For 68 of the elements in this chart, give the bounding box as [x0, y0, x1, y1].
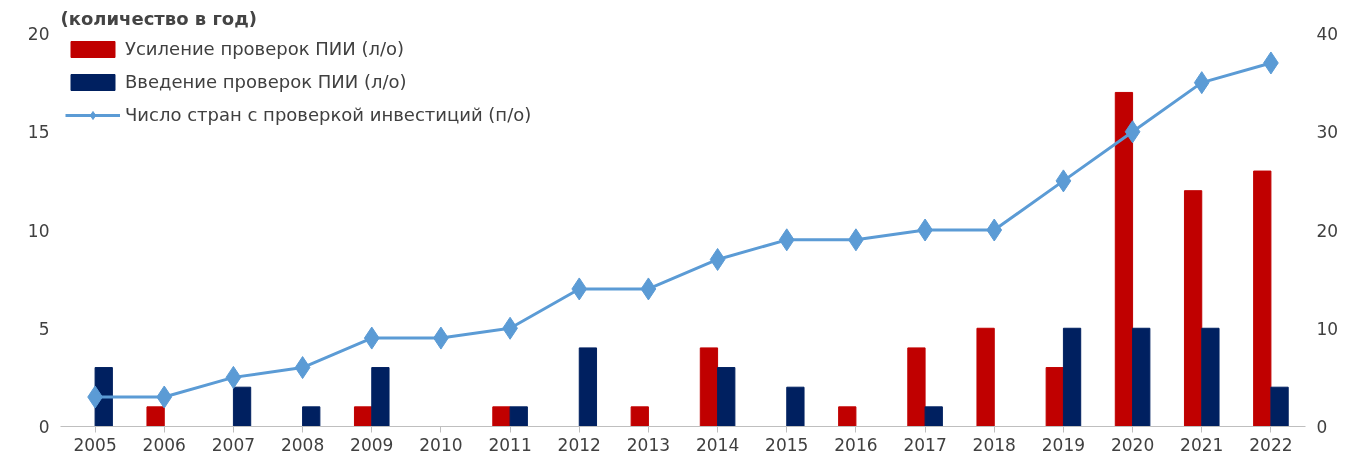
x-tick-label: 2020 — [1110, 434, 1155, 453]
y2-tick-label: 20 — [1316, 220, 1339, 241]
bar — [1114, 91, 1134, 427]
x-tick-label: 2017 — [903, 434, 947, 453]
bar — [699, 347, 719, 427]
point — [709, 247, 726, 271]
y2-tick-label: 30 — [1316, 122, 1339, 143]
x-tick-label: 2019 — [1041, 434, 1086, 453]
x-tick-label: 2010 — [419, 434, 463, 453]
bar — [302, 406, 321, 427]
point — [1193, 71, 1210, 95]
bar — [717, 367, 736, 427]
y-tick-label: 10 — [27, 220, 50, 241]
point — [294, 356, 311, 380]
x-tick-label: 2018 — [972, 434, 1016, 453]
bar — [924, 406, 943, 427]
legend-label: Введение проверок ПИИ (л/о) — [125, 71, 407, 92]
bar — [786, 386, 805, 427]
bar — [1270, 386, 1289, 427]
bar — [232, 386, 252, 427]
x-tick-label: 2006 — [142, 434, 186, 453]
y-tick-label: 15 — [27, 122, 50, 143]
legend-label: Усиление проверок ПИИ (л/о) — [125, 38, 405, 59]
x-tick-label: 2005 — [73, 434, 117, 453]
x-tick-label: 2012 — [557, 434, 601, 453]
point — [571, 277, 588, 301]
bar — [1253, 170, 1272, 427]
point — [986, 218, 1003, 242]
point — [1055, 169, 1072, 193]
bar — [1183, 190, 1203, 427]
bar — [907, 347, 926, 427]
x-tick-label: 2014 — [695, 434, 740, 453]
y-tick-label: 20 — [27, 24, 50, 44]
y2-tick-label: 10 — [1316, 318, 1339, 339]
x-tick-label: 2013 — [626, 434, 671, 453]
bar — [146, 406, 165, 427]
bar — [492, 406, 511, 427]
point — [1124, 120, 1141, 144]
bar — [1062, 327, 1082, 427]
legend-label: Число стран с проверкой инвестиций (п/о) — [125, 104, 532, 125]
x-tick-label: 2015 — [765, 434, 809, 453]
x-tick-label: 2016 — [834, 434, 878, 453]
bar — [353, 406, 373, 427]
bar — [630, 406, 649, 427]
x-tick-label: 2011 — [488, 434, 532, 453]
x-tick-label: 2008 — [280, 434, 325, 453]
point — [225, 365, 242, 389]
point — [156, 385, 173, 409]
bar — [371, 367, 390, 427]
y2-tick-label: 40 — [1316, 24, 1339, 44]
bar — [1201, 327, 1220, 427]
x-tick-label: 2009 — [350, 434, 394, 453]
y-tick-label: 0 — [38, 417, 50, 437]
y-tick-label: 5 — [38, 318, 50, 339]
bar — [1045, 367, 1064, 427]
chart-title: (количество в год) — [60, 7, 257, 29]
bar — [509, 406, 528, 427]
point — [363, 326, 380, 350]
bar — [976, 327, 995, 427]
bar — [1132, 327, 1151, 427]
point — [640, 277, 657, 301]
bar — [578, 347, 598, 427]
x-tick-label: 2022 — [1249, 434, 1293, 453]
x-tick-label: 2007 — [211, 434, 256, 453]
point — [778, 228, 795, 252]
x-tick-label: 2021 — [1180, 434, 1224, 453]
y2-tick-label: 0 — [1316, 417, 1328, 437]
bar — [838, 406, 857, 427]
